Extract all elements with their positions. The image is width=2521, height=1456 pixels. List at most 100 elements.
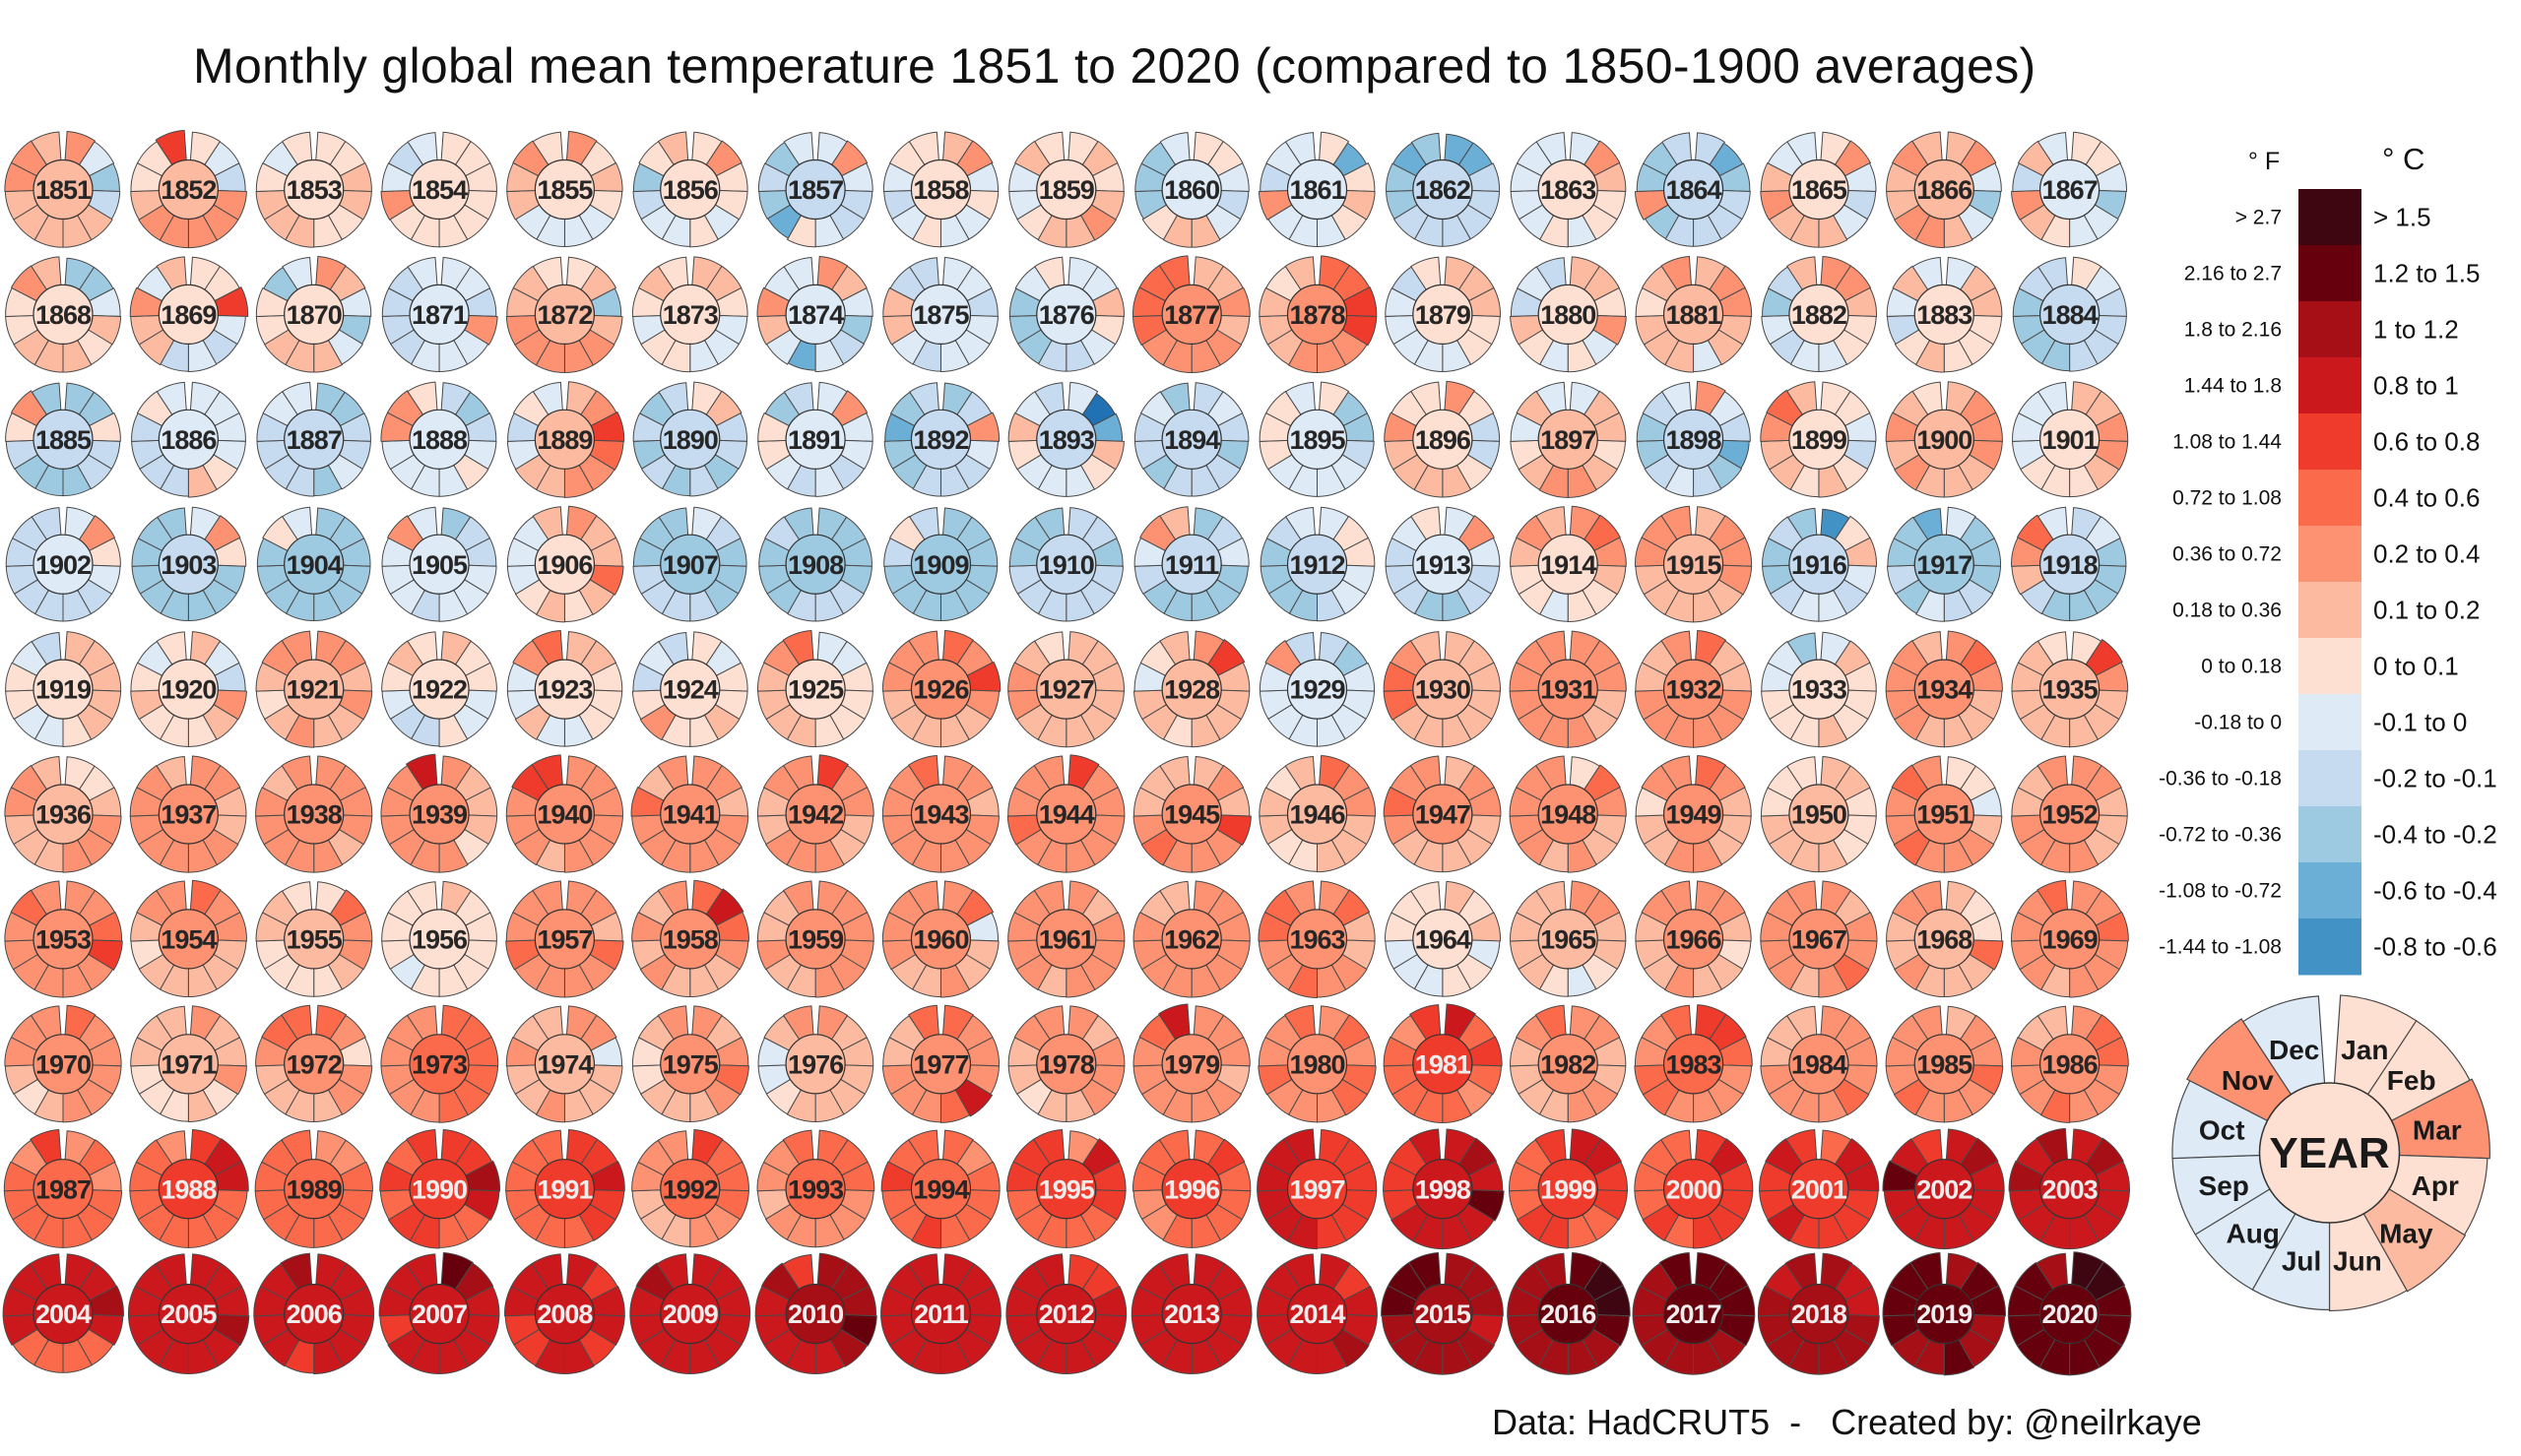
svg-text:1968: 1968 [1916, 925, 1972, 955]
svg-text:1971: 1971 [161, 1049, 217, 1079]
svg-text:1889: 1889 [537, 425, 593, 455]
svg-text:1951: 1951 [1916, 800, 1972, 830]
svg-text:1864: 1864 [1666, 175, 1722, 205]
svg-text:1894: 1894 [1164, 425, 1220, 455]
svg-text:1928: 1928 [1164, 675, 1220, 705]
svg-text:1865: 1865 [1791, 175, 1847, 205]
svg-text:1993: 1993 [788, 1174, 844, 1204]
svg-text:1875: 1875 [913, 300, 969, 330]
svg-text:-0.8 to -0.6: -0.8 to -0.6 [2373, 932, 2497, 962]
svg-text:2003: 2003 [2042, 1174, 2099, 1204]
svg-text:1948: 1948 [1540, 800, 1596, 830]
svg-text:1918: 1918 [2042, 550, 2099, 580]
svg-text:0 to 0.1: 0 to 0.1 [2373, 652, 2459, 681]
svg-text:1893: 1893 [1039, 425, 1095, 455]
svg-text:1992: 1992 [663, 1174, 718, 1204]
svg-text:1945: 1945 [1164, 800, 1220, 830]
svg-text:° C: ° C [2382, 142, 2424, 176]
svg-text:Jan: Jan [2341, 1035, 2388, 1065]
svg-text:1963: 1963 [1289, 925, 1345, 955]
svg-text:1874: 1874 [788, 300, 844, 330]
svg-text:1944: 1944 [1039, 800, 1095, 830]
svg-text:2012: 2012 [1039, 1299, 1094, 1329]
svg-text:1876: 1876 [1039, 300, 1095, 330]
svg-text:1996: 1996 [1164, 1174, 1220, 1204]
svg-text:1885: 1885 [35, 425, 92, 455]
svg-text:2.16 to 2.7: 2.16 to 2.7 [2184, 263, 2282, 285]
svg-text:1983: 1983 [1666, 1049, 1722, 1079]
svg-text:1872: 1872 [537, 300, 592, 330]
svg-text:1890: 1890 [663, 425, 718, 455]
svg-text:1871: 1871 [412, 300, 468, 330]
svg-text:1866: 1866 [1916, 175, 1972, 205]
svg-text:> 2.7: > 2.7 [2235, 207, 2282, 229]
svg-text:1956: 1956 [412, 925, 468, 955]
svg-text:1878: 1878 [1289, 300, 1345, 330]
svg-text:1941: 1941 [663, 800, 719, 830]
svg-text:1917: 1917 [1916, 550, 1972, 580]
svg-text:1911: 1911 [1165, 550, 1220, 580]
svg-text:1978: 1978 [1039, 1049, 1095, 1079]
svg-text:1899: 1899 [1791, 425, 1847, 455]
svg-text:1901: 1901 [2042, 425, 2099, 455]
svg-text:1979: 1979 [1164, 1049, 1220, 1079]
svg-text:Jul: Jul [2282, 1245, 2321, 1276]
svg-text:1868: 1868 [35, 300, 92, 330]
svg-text:1940: 1940 [537, 800, 592, 830]
svg-text:1862: 1862 [1415, 175, 1470, 205]
svg-text:Jun: Jun [2333, 1245, 2382, 1276]
svg-text:1985: 1985 [1916, 1049, 1972, 1079]
svg-text:0 to 0.18: 0 to 0.18 [2201, 656, 2282, 678]
svg-text:2010: 2010 [788, 1299, 843, 1329]
svg-text:1912: 1912 [1289, 550, 1344, 580]
svg-text:1977: 1977 [913, 1049, 968, 1079]
svg-text:Aug: Aug [2226, 1219, 2279, 1249]
svg-text:1907: 1907 [663, 550, 718, 580]
svg-text:Feb: Feb [2387, 1065, 2436, 1096]
svg-text:2001: 2001 [1791, 1174, 1847, 1204]
svg-text:1884: 1884 [2042, 300, 2099, 330]
svg-text:1988: 1988 [161, 1174, 217, 1204]
svg-text:1991: 1991 [537, 1174, 593, 1204]
svg-text:1937: 1937 [161, 800, 216, 830]
svg-text:1886: 1886 [161, 425, 217, 455]
svg-text:1888: 1888 [412, 425, 468, 455]
svg-text:-0.2 to -0.1: -0.2 to -0.1 [2373, 764, 2497, 793]
svg-text:1887: 1887 [287, 425, 342, 455]
svg-text:° F: ° F [2248, 148, 2280, 175]
svg-text:1962: 1962 [1164, 925, 1219, 955]
svg-text:1926: 1926 [913, 675, 969, 705]
svg-text:1863: 1863 [1540, 175, 1596, 205]
svg-text:1954: 1954 [161, 925, 217, 955]
svg-text:2004: 2004 [35, 1299, 92, 1329]
svg-text:1895: 1895 [1289, 425, 1345, 455]
svg-text:1852: 1852 [161, 175, 216, 205]
svg-text:1905: 1905 [412, 550, 468, 580]
svg-text:1898: 1898 [1666, 425, 1722, 455]
svg-text:1929: 1929 [1289, 675, 1345, 705]
svg-text:1858: 1858 [913, 175, 969, 205]
svg-text:Nov: Nov [2222, 1065, 2274, 1096]
svg-text:1974: 1974 [537, 1049, 593, 1079]
svg-text:1.2 to 1.5: 1.2 to 1.5 [2373, 259, 2480, 288]
svg-text:1964: 1964 [1415, 925, 1471, 955]
svg-text:1923: 1923 [537, 675, 593, 705]
svg-text:1957: 1957 [537, 925, 592, 955]
svg-text:1882: 1882 [1791, 300, 1846, 330]
svg-text:1946: 1946 [1289, 800, 1345, 830]
svg-text:> 1.5: > 1.5 [2373, 203, 2431, 232]
svg-text:2005: 2005 [161, 1299, 217, 1329]
svg-text:1881: 1881 [1666, 300, 1722, 330]
svg-text:1927: 1927 [1039, 675, 1094, 705]
svg-text:1952: 1952 [2042, 800, 2098, 830]
svg-text:1989: 1989 [287, 1174, 343, 1204]
svg-text:1930: 1930 [1415, 675, 1470, 705]
svg-text:1892: 1892 [913, 425, 968, 455]
svg-text:2002: 2002 [1916, 1174, 1972, 1204]
svg-text:1925: 1925 [788, 675, 844, 705]
svg-text:1859: 1859 [1039, 175, 1095, 205]
svg-text:2019: 2019 [1916, 1299, 1972, 1329]
svg-text:1994: 1994 [913, 1174, 969, 1204]
svg-text:1914: 1914 [1540, 550, 1596, 580]
svg-text:1932: 1932 [1666, 675, 1721, 705]
